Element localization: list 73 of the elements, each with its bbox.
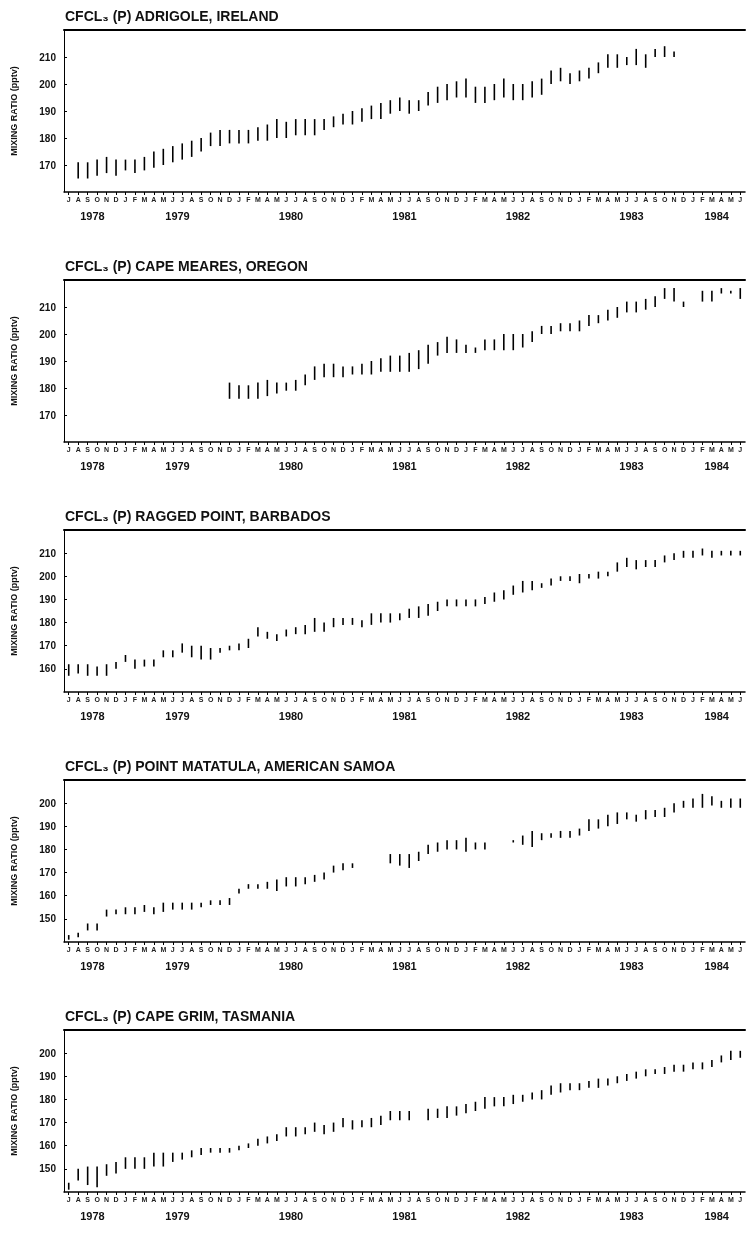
text: 1982 (505, 459, 531, 472)
y-tick-label: 210 (39, 301, 57, 313)
y-tick-label: 180 (39, 132, 57, 144)
y-tick-label: 190 (39, 820, 57, 832)
y-tick-label: 170 (39, 1117, 57, 1129)
text: 1984 (704, 959, 730, 972)
chart-title: CFCL₃ (P) ADRIGOLE, IRELAND (65, 8, 279, 24)
text: 1982 (505, 209, 531, 222)
y-tick-label: 160 (39, 890, 57, 902)
text: 1981 (392, 959, 417, 972)
y-tick-label: 190 (39, 1070, 57, 1082)
y-tick-label: 210 (39, 547, 57, 559)
text: 1982 (505, 1209, 531, 1222)
y-tick-label: 190 (39, 593, 57, 605)
y-tick-label: 150 (39, 1163, 57, 1175)
text: 1978 (80, 1209, 105, 1222)
chart-title: CFCL₃ (P) CAPE MEARES, OREGON (65, 258, 308, 274)
y-tick-label: 170 (39, 867, 57, 879)
text: 1979 (165, 1209, 190, 1222)
y-tick-label: 200 (39, 78, 57, 90)
y-tick-label: 150 (39, 913, 57, 925)
text: 1981 (392, 1209, 417, 1222)
y-tick-label: 180 (39, 617, 57, 629)
y-axis-title: MIXING RATIO (pptv) (8, 566, 19, 656)
y-tick-label: 170 (39, 409, 57, 421)
text: 1980 (278, 1209, 304, 1222)
text: 1981 (392, 459, 417, 472)
y-tick-label: 160 (39, 663, 57, 675)
y-tick-label: 210 (39, 51, 57, 63)
y-tick-label: 200 (39, 328, 57, 340)
text: 1979 (165, 459, 190, 472)
chart-title: CFCL₃ (P) POINT MATATULA, AMERICAN SAMOA (65, 758, 396, 774)
y-axis-title: MIXING RATIO (pptv) (8, 66, 19, 156)
text: 1979 (165, 209, 190, 222)
y-tick-label: 160 (39, 1140, 57, 1152)
y-tick-label: 170 (39, 159, 57, 171)
text: 1980 (278, 209, 304, 222)
y-tick-label: 200 (39, 1047, 57, 1059)
text: 1983 (619, 709, 644, 722)
text: 1980 (278, 459, 304, 472)
text: 1982 (505, 959, 531, 972)
text: 1979 (165, 709, 190, 722)
y-tick-label: 190 (39, 105, 57, 117)
y-tick-label: 190 (39, 355, 57, 367)
chart-title: CFCL₃ (P) RAGGED POINT, BARBADOS (65, 508, 331, 524)
y-tick-label: 180 (39, 843, 57, 855)
text: 1978 (80, 209, 105, 222)
text: 1982 (505, 709, 531, 722)
text: 1978 (80, 959, 105, 972)
text: 1984 (704, 1209, 730, 1222)
text: 1984 (704, 459, 730, 472)
text: 1978 (80, 459, 105, 472)
y-tick-label: 180 (39, 1093, 57, 1105)
chart-title: CFCL₃ (P) CAPE GRIM, TASMANIA (65, 1008, 296, 1024)
text: 1980 (278, 959, 304, 972)
text: 1983 (619, 459, 644, 472)
text: 1981 (392, 709, 417, 722)
y-tick-label: 180 (39, 382, 57, 394)
text: 1983 (619, 1209, 644, 1222)
text: 1980 (278, 709, 304, 722)
text: 1983 (619, 209, 644, 222)
y-axis-title: MIXING RATIO (pptv) (8, 316, 19, 406)
y-tick-label: 200 (39, 797, 57, 809)
y-tick-label: 170 (39, 640, 57, 652)
text: 1981 (392, 209, 417, 222)
y-axis-title: MIXING RATIO (pptv) (8, 816, 19, 906)
y-tick-label: 200 (39, 570, 57, 582)
text: 1983 (619, 959, 644, 972)
text: 1978 (80, 709, 105, 722)
text: 1984 (704, 709, 730, 722)
text: 1984 (704, 209, 730, 222)
text: 1979 (165, 959, 190, 972)
y-axis-title: MIXING RATIO (pptv) (8, 1066, 19, 1156)
